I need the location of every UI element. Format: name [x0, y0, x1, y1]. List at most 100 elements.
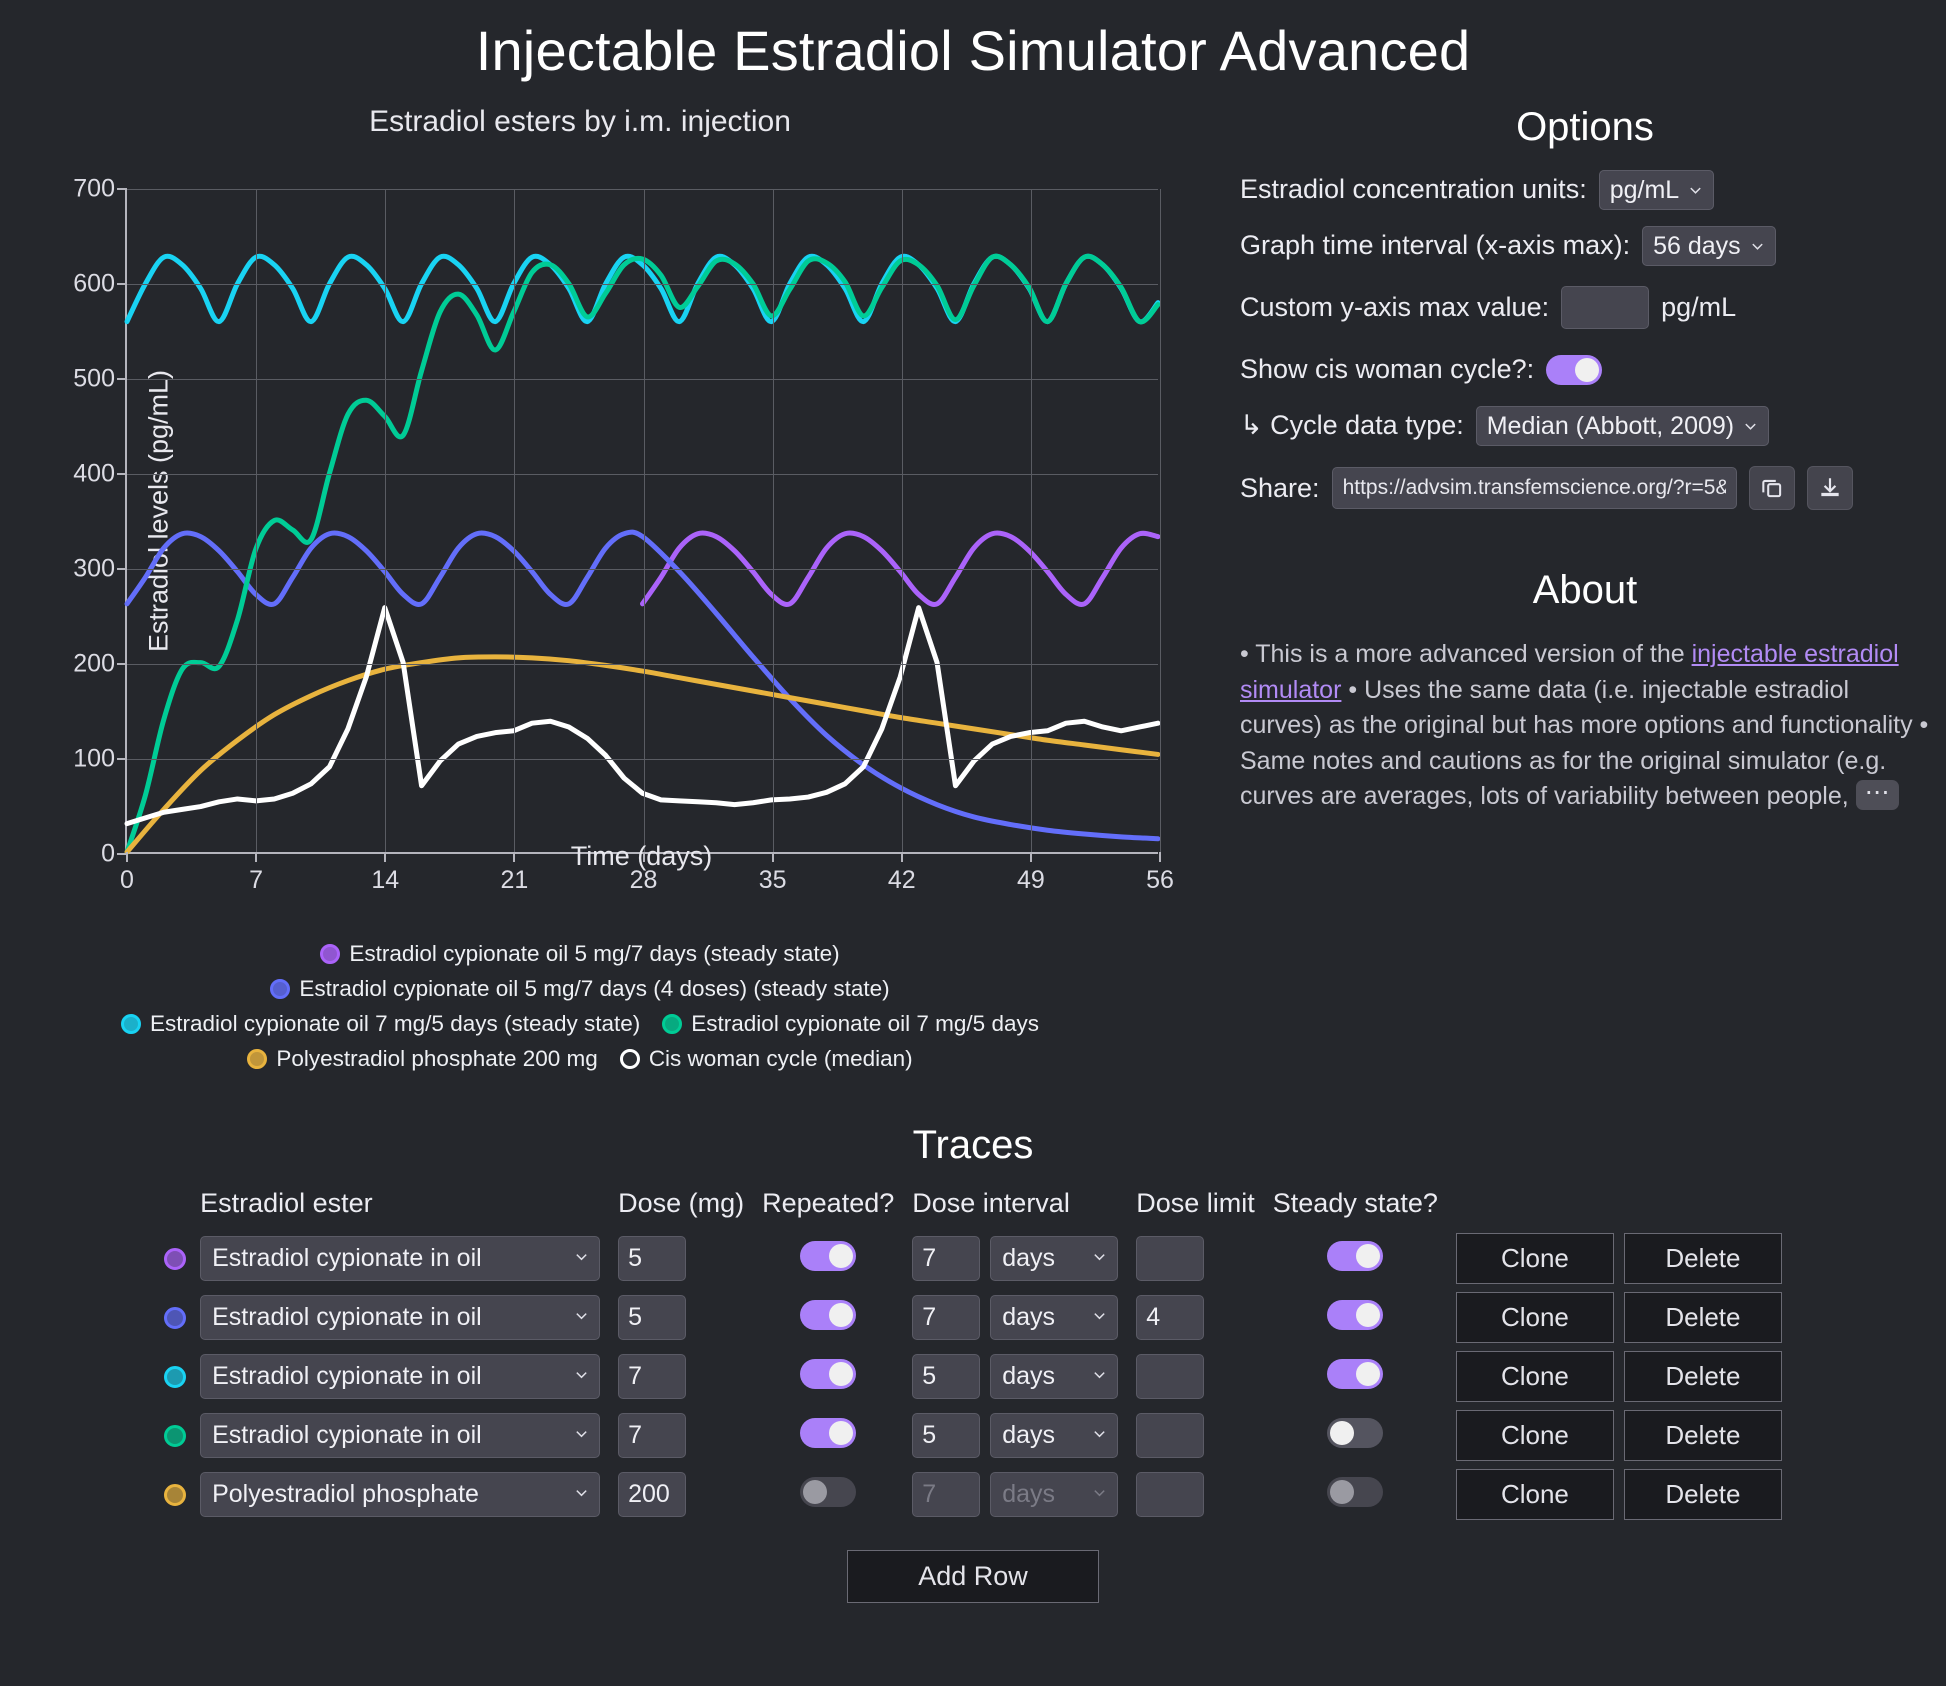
share-url-input[interactable]: [1331, 467, 1737, 509]
repeated-toggle[interactable]: [800, 1359, 857, 1389]
interval-unit-select[interactable]: days: [990, 1295, 1119, 1340]
trace-color-dot: [164, 1365, 187, 1388]
delete-button[interactable]: Delete: [1623, 1292, 1782, 1343]
dose-limit-input[interactable]: [1136, 1354, 1205, 1399]
repeated-toggle[interactable]: [800, 1300, 857, 1330]
dose-limit-input[interactable]: [1136, 1236, 1205, 1281]
x-tick-label: 35: [758, 866, 787, 894]
legend-color-dot: [270, 979, 291, 999]
plot-area: 0 100 200 300 400 500 600 700 0 7 14 21 28 35 42 49 56: [73, 175, 1174, 895]
clone-button[interactable]: Clone: [1455, 1469, 1614, 1520]
ester-select[interactable]: Estradiol cypionate in oil: [200, 1236, 601, 1281]
toggle-knob: [1330, 1421, 1355, 1445]
units-select-wrap[interactable]: pg/mL: [1598, 170, 1715, 210]
time-interval-label: Graph time interval (x-axis max):: [1240, 230, 1631, 260]
interval-input[interactable]: [912, 1295, 981, 1340]
clone-button[interactable]: Clone: [1455, 1351, 1614, 1402]
cycle-type-select-wrap[interactable]: Median (Abbott, 2009): [1475, 406, 1770, 446]
legend-item[interactable]: Estradiol cypionate oil 5 mg/7 days (ste…: [320, 941, 840, 967]
plot-svg: [127, 189, 1158, 852]
show-cycle-label: Show cis woman cycle?:: [1240, 354, 1535, 384]
interval-input[interactable]: [912, 1236, 981, 1281]
steady-state-toggle[interactable]: [1327, 1418, 1384, 1448]
y-tick-label: 700: [73, 174, 115, 203]
y-tick-mark: [117, 758, 127, 760]
expand-about-button[interactable]: ⋯: [1855, 780, 1899, 811]
toggle-knob: [1356, 1244, 1381, 1268]
trace-color-dot: [164, 1424, 187, 1447]
interval-unit-select[interactable]: days: [990, 1472, 1119, 1517]
option-share-row: Share:: [1240, 466, 1930, 510]
time-interval-select[interactable]: 56 days: [1642, 226, 1776, 266]
col-dose-interval: Dose interval: [912, 1188, 1070, 1218]
legend-row: Estradiol cypionate oil 7 mg/5 days (ste…: [0, 1011, 1160, 1037]
x-tick-mark: [255, 852, 258, 862]
legend-item[interactable]: Estradiol cypionate oil 7 mg/5 days (ste…: [121, 1011, 640, 1037]
ester-select[interactable]: Estradiol cypionate in oil: [200, 1413, 601, 1458]
units-select[interactable]: pg/mL: [1598, 170, 1715, 210]
copy-button[interactable]: [1748, 466, 1795, 510]
ymax-input[interactable]: [1561, 286, 1650, 329]
steady-state-toggle[interactable]: [1327, 1477, 1384, 1507]
injectable-estradiol-simulator-link[interactable]: injectable estradiol simulator: [1240, 640, 1899, 704]
gridline-vertical: [514, 189, 516, 852]
clone-button[interactable]: Clone: [1455, 1410, 1614, 1461]
download-button[interactable]: [1806, 466, 1853, 510]
interval-input[interactable]: [912, 1472, 981, 1517]
legend-item[interactable]: Estradiol cypionate oil 7 mg/5 days: [662, 1011, 1039, 1037]
gridline-vertical: [385, 189, 387, 852]
dose-input[interactable]: [618, 1472, 687, 1517]
gridline-horizontal: [127, 569, 1158, 570]
x-axis-title: Time (days): [570, 841, 713, 871]
repeated-toggle[interactable]: [800, 1477, 857, 1507]
repeated-toggle[interactable]: [800, 1241, 857, 1271]
x-tick-label: 49: [1016, 866, 1045, 894]
dose-input[interactable]: [618, 1295, 687, 1340]
time-interval-select-wrap[interactable]: 56 days: [1642, 226, 1776, 266]
dose-limit-input[interactable]: [1136, 1413, 1205, 1458]
repeated-toggle[interactable]: [800, 1418, 857, 1448]
dose-input[interactable]: [618, 1354, 687, 1399]
ester-select[interactable]: Polyestradiol phosphate: [200, 1472, 601, 1517]
traces-table: Estradiol ester Dose (mg) Repeated? Dose…: [164, 1188, 1782, 1524]
legend-label: Estradiol cypionate oil 7 mg/5 days (ste…: [150, 1011, 641, 1036]
toggle-knob: [829, 1303, 854, 1327]
clone-button[interactable]: Clone: [1455, 1233, 1614, 1284]
ester-select[interactable]: Estradiol cypionate in oil: [200, 1295, 601, 1340]
option-ymax-row: Custom y-axis max value: pg/mL: [1240, 286, 1930, 329]
dose-input[interactable]: [618, 1236, 687, 1281]
dose-limit-input[interactable]: [1136, 1472, 1205, 1517]
option-cycle-type-row: ↳ Cycle data type: Median (Abbott, 2009): [1240, 406, 1930, 446]
clone-button[interactable]: Clone: [1455, 1292, 1614, 1343]
steady-state-toggle[interactable]: [1327, 1300, 1384, 1330]
x-tick-label: 42: [887, 866, 916, 894]
delete-button[interactable]: Delete: [1623, 1410, 1782, 1461]
interval-input[interactable]: [912, 1354, 981, 1399]
trace-color-dot: [164, 1483, 187, 1506]
delete-button[interactable]: Delete: [1623, 1469, 1782, 1520]
interval-unit-select[interactable]: days: [990, 1354, 1119, 1399]
legend-item[interactable]: Estradiol cypionate oil 5 mg/7 days (4 d…: [270, 976, 890, 1002]
units-label: Estradiol concentration units:: [1240, 174, 1587, 204]
show-cycle-toggle[interactable]: [1546, 354, 1603, 385]
steady-state-toggle[interactable]: [1327, 1359, 1384, 1389]
series-line: [127, 657, 1158, 852]
interval-input[interactable]: [912, 1413, 981, 1458]
gridline-horizontal: [127, 664, 1158, 665]
steady-state-toggle[interactable]: [1327, 1241, 1384, 1271]
col-actions: [1456, 1188, 1624, 1229]
ester-select[interactable]: Estradiol cypionate in oil: [200, 1354, 601, 1399]
toggle-knob: [803, 1480, 828, 1504]
interval-unit-select[interactable]: days: [990, 1236, 1119, 1281]
dose-limit-input[interactable]: [1136, 1295, 1205, 1340]
dose-input[interactable]: [618, 1413, 687, 1458]
delete-button[interactable]: Delete: [1623, 1233, 1782, 1284]
col-estradiol-ester: Estradiol ester: [200, 1188, 373, 1218]
legend-color-dot: [619, 1049, 640, 1069]
interval-unit-select[interactable]: days: [990, 1413, 1119, 1458]
add-row-button[interactable]: Add Row: [847, 1550, 1099, 1603]
delete-button[interactable]: Delete: [1623, 1351, 1782, 1402]
legend-item[interactable]: Polyestradiol phosphate 200 mg: [247, 1046, 598, 1072]
cycle-type-select[interactable]: Median (Abbott, 2009): [1475, 406, 1770, 446]
legend-item[interactable]: Cis woman cycle (median): [619, 1046, 913, 1072]
